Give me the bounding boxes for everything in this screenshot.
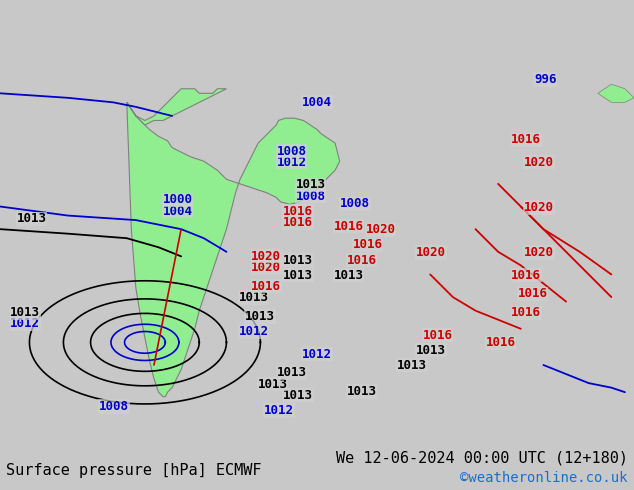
Text: 1013: 1013	[333, 269, 364, 282]
Text: 1012: 1012	[302, 347, 332, 361]
Text: 1012: 1012	[264, 404, 294, 417]
Text: 1016: 1016	[251, 280, 281, 293]
Text: 1013: 1013	[245, 310, 275, 323]
Text: 1004: 1004	[162, 205, 193, 218]
Text: 1013: 1013	[10, 306, 41, 319]
Text: 1013: 1013	[397, 359, 427, 372]
Text: 1016: 1016	[422, 329, 453, 342]
Text: 1000: 1000	[162, 194, 193, 206]
Text: 1020: 1020	[416, 246, 446, 259]
Text: 1016: 1016	[283, 205, 313, 218]
Text: 1020: 1020	[365, 223, 396, 237]
Text: 1013: 1013	[346, 385, 377, 398]
Text: 1016: 1016	[486, 336, 516, 349]
Text: 1016: 1016	[353, 239, 383, 251]
Text: 1013: 1013	[238, 291, 269, 304]
Text: 1016: 1016	[517, 287, 548, 300]
Text: We 12-06-2024 00:00 UTC (12+180): We 12-06-2024 00:00 UTC (12+180)	[335, 450, 628, 465]
Text: 1016: 1016	[511, 133, 541, 146]
Text: 1013: 1013	[283, 269, 313, 282]
Text: ©weatheronline.co.uk: ©weatheronline.co.uk	[460, 471, 628, 485]
Text: 1013: 1013	[276, 367, 307, 379]
Text: 1008: 1008	[340, 197, 370, 210]
Text: 1013: 1013	[16, 212, 47, 225]
Text: 1008: 1008	[99, 400, 129, 413]
Text: 1020: 1020	[251, 261, 281, 274]
Text: 1013: 1013	[416, 344, 446, 357]
Text: 1008: 1008	[276, 145, 307, 157]
Text: 1013: 1013	[295, 178, 326, 192]
Polygon shape	[127, 89, 226, 125]
Text: 1012: 1012	[10, 318, 41, 330]
Text: 1012: 1012	[238, 325, 269, 338]
Text: 1008: 1008	[295, 190, 326, 203]
Text: 1020: 1020	[524, 201, 554, 214]
Text: 1013: 1013	[283, 389, 313, 402]
Text: 996: 996	[534, 73, 557, 86]
Text: 1020: 1020	[524, 156, 554, 169]
Text: 1013: 1013	[283, 253, 313, 267]
Text: 1016: 1016	[511, 269, 541, 282]
Text: 1016: 1016	[283, 216, 313, 229]
Text: 1004: 1004	[302, 96, 332, 109]
Text: 1013: 1013	[257, 378, 288, 391]
Text: 1012: 1012	[276, 156, 307, 169]
Text: 1016: 1016	[346, 253, 377, 267]
Text: 1016: 1016	[333, 220, 364, 233]
Polygon shape	[127, 102, 340, 397]
Polygon shape	[598, 84, 634, 102]
Text: 1020: 1020	[524, 246, 554, 259]
Text: 1020: 1020	[251, 250, 281, 263]
Text: Surface pressure [hPa] ECMWF: Surface pressure [hPa] ECMWF	[6, 463, 262, 478]
Text: 1016: 1016	[511, 306, 541, 319]
